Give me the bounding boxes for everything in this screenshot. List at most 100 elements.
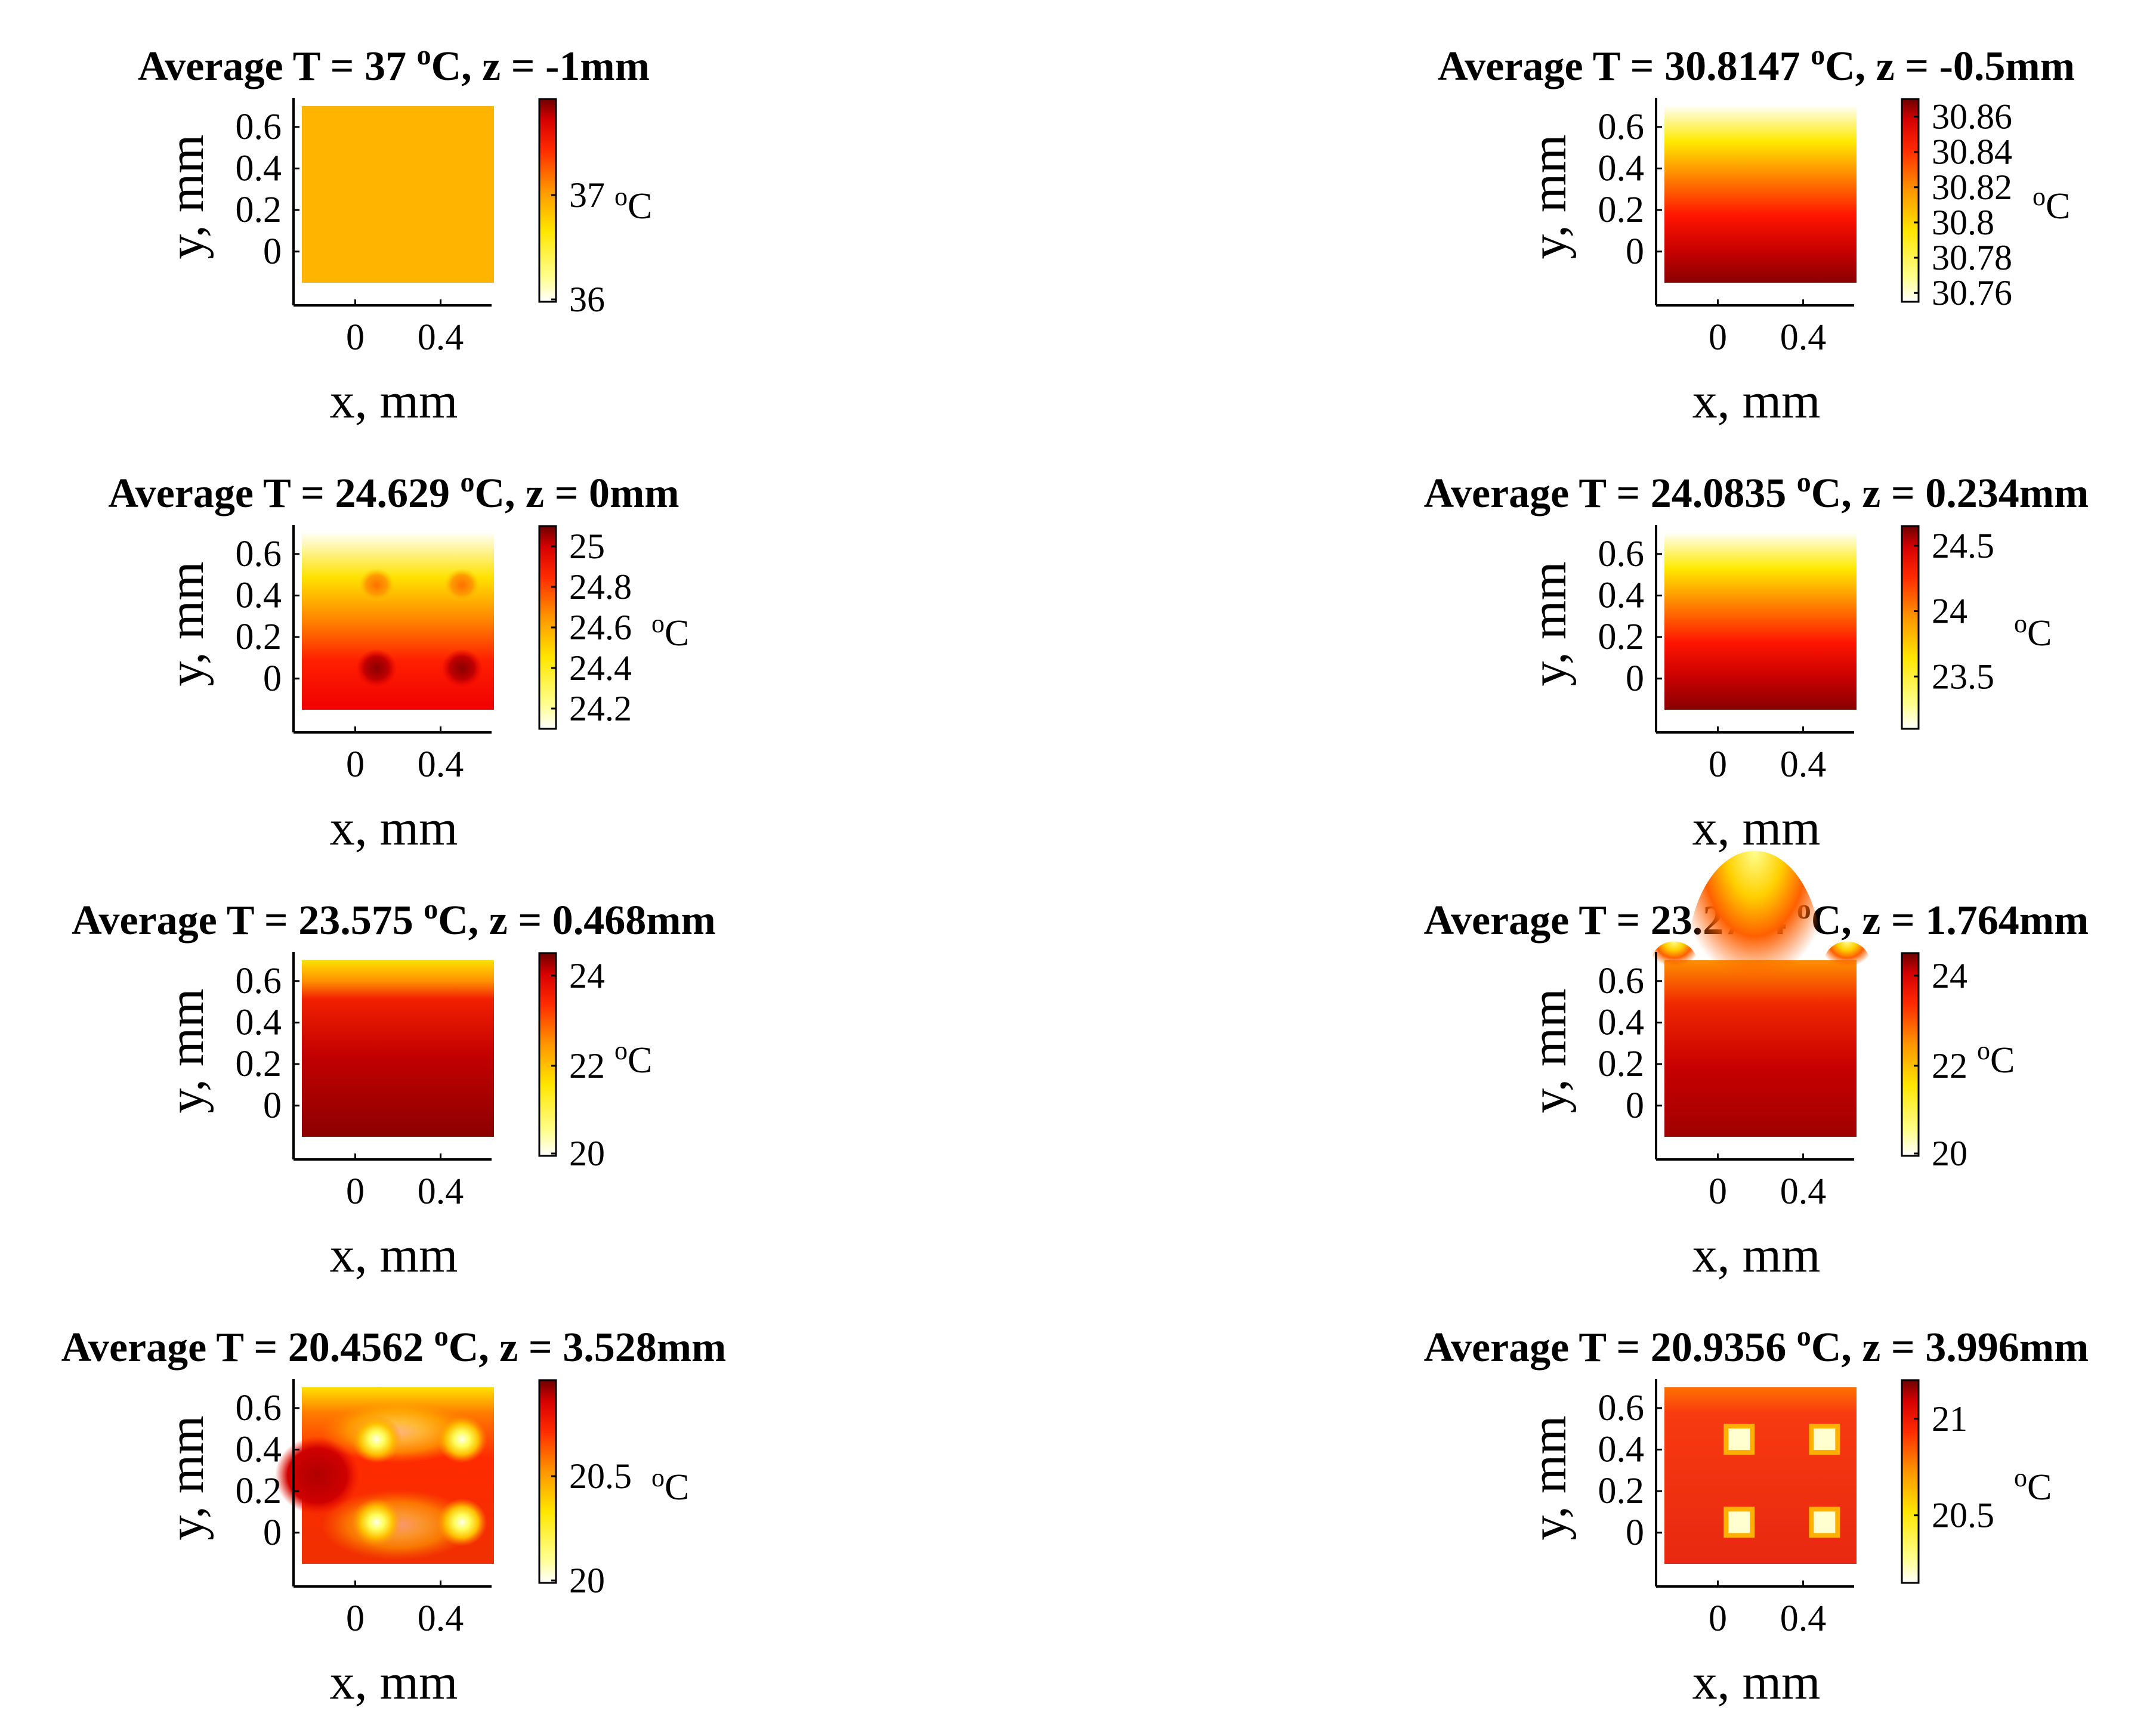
hotspot (444, 568, 480, 602)
unit-degree: o (2033, 182, 2046, 211)
title-average: Average T = 24.0835 (1424, 471, 1797, 516)
y-tick-label: 0.2 (1598, 190, 1645, 230)
colorbar-unit: oC (2033, 182, 2070, 227)
y-axis-label: y, mm (1521, 561, 1577, 686)
y-tick-label: 0.6 (236, 1388, 282, 1428)
title-average: Average T = 30.8147 (1438, 44, 1811, 89)
y-axis-label: y, mm (159, 134, 214, 259)
heatmap-field (1664, 533, 1857, 710)
y-tick-label: 0.4 (236, 1429, 282, 1470)
cold-spot (437, 1498, 487, 1547)
heatmap-field (1664, 106, 1857, 283)
colorbar-tick-label: 24 (1932, 592, 1967, 631)
title-average: Average T = 24.629 (108, 471, 460, 516)
v-dip-edge-left (1651, 941, 1697, 984)
hotspot (359, 568, 395, 602)
y-axis-label: y, mm (1521, 1415, 1577, 1540)
x-tick-label: 0 (346, 744, 365, 785)
v-dip-edge-right (1824, 941, 1870, 984)
colorbar-tick-label: 30.82 (1932, 168, 2012, 207)
panel-title: Average T = 30.8147 oC, z = -0.5mm (1438, 39, 2075, 89)
colorbar-tick-label: 23.5 (1932, 657, 1994, 696)
y-axis-label: y, mm (159, 988, 214, 1113)
cold-spot (351, 1498, 402, 1547)
y-tick-label: 0.6 (1598, 534, 1645, 574)
colorbar-tick-label: 20 (1932, 1134, 1967, 1173)
y-tick-label: 0.2 (236, 1044, 282, 1084)
unit-degree: o (614, 1036, 628, 1065)
y-tick-label: 0.2 (236, 190, 282, 230)
colorbar-tick-label: 30.8 (1932, 203, 1994, 242)
cold-square (1814, 1428, 1836, 1450)
panel-row2-right: Average T = 24.0835 oC, z = 0.234mm 0.6 0.… (1424, 466, 2089, 856)
cold-square (1814, 1511, 1836, 1533)
colorbar-tick-label: 22 (1932, 1046, 1967, 1085)
heatmap-field (302, 960, 494, 1137)
dark-region (274, 1436, 360, 1515)
x-tick-label: 0 (1709, 1598, 1727, 1639)
title-z: C, z = 3.528mm (449, 1325, 727, 1371)
y-tick-label: 0 (263, 231, 282, 272)
y-tick-label: 0 (263, 1513, 282, 1553)
y-tick-label: 0 (1626, 1085, 1644, 1126)
colorbar-tick-label: 30.78 (1932, 238, 2012, 277)
title-z: C, z = 3.996mm (1811, 1325, 2089, 1371)
y-tick-label: 0.6 (1598, 107, 1645, 147)
x-tick-label: 0.4 (1780, 744, 1827, 785)
y-tick-label: 0.4 (236, 575, 282, 616)
x-tick-label: 0 (1709, 744, 1727, 785)
unit-letter: C (665, 613, 689, 654)
colorbar (1901, 952, 1920, 1157)
colorbar (1901, 1379, 1920, 1584)
x-tick-label: 0.4 (418, 1171, 464, 1212)
cold-square (1728, 1428, 1750, 1450)
colorbar-unit: oC (1977, 1036, 2015, 1081)
cold-spot (437, 1415, 487, 1464)
y-tick-label: 0.6 (1598, 961, 1645, 1001)
panel-row3-right: Average T = 23.2754 oC, z = 1.764mm0.60.… (1424, 850, 2089, 1283)
colorbar (1901, 98, 1920, 303)
x-axis-label: x, mm (1692, 373, 1821, 429)
y-tick-label: 0.6 (236, 534, 282, 574)
x-axis-label: x, mm (1692, 800, 1821, 856)
x-tick-label: 0.4 (418, 317, 464, 358)
heatmap-field (302, 106, 494, 283)
colorbar (538, 952, 557, 1157)
panel-title: Average T = 23.575 oC, z = 0.468mm (72, 893, 716, 944)
colorbar (538, 98, 557, 303)
panel-title: Average T = 24.0835 oC, z = 0.234mm (1424, 466, 2089, 516)
colorbar-tick-label: 24 (1932, 956, 1967, 995)
v-dip-region (1687, 850, 1823, 1070)
colorbar-tick-label: 20 (569, 1134, 605, 1173)
x-tick-label: 0 (1709, 317, 1727, 358)
coldspot (441, 649, 483, 688)
colorbar-unit: oC (651, 1463, 689, 1508)
title-z: C, z = -0.5mm (1825, 44, 2075, 89)
panel-title: Average T = 37 oC, z = -1mm (138, 39, 650, 89)
colorbar-tick-label: 24.2 (569, 689, 632, 728)
x-axis-label: x, mm (330, 1654, 458, 1710)
title-degree: o (1811, 39, 1825, 71)
panel-row3-left: Average T = 23.575 oC, z = 0.468mm 0.6 0.4… (72, 893, 716, 1283)
title-degree: o (417, 39, 431, 71)
colorbar-tick-label: 21 (1932, 1399, 1967, 1439)
y-tick-label: 0 (1626, 658, 1644, 699)
unit-degree: o (1977, 1036, 1990, 1065)
y-tick-label: 0.6 (236, 961, 282, 1001)
cold-spot (351, 1415, 402, 1464)
title-average: Average T = 20.4562 (61, 1325, 434, 1371)
title-degree: o (1797, 1320, 1811, 1352)
panel-title: Average T = 24.629 oC, z = 0mm (108, 466, 679, 516)
y-tick-label: 0.6 (1598, 1388, 1645, 1428)
unit-degree: o (2014, 609, 2027, 638)
y-tick-label: 0 (1626, 231, 1644, 272)
unit-letter: C (628, 186, 652, 227)
y-tick-label: 0.2 (236, 617, 282, 657)
y-axis-label: y, mm (159, 561, 214, 686)
unit-letter: C (665, 1467, 689, 1508)
x-tick-label: 0.4 (418, 744, 464, 785)
coldspot (356, 649, 397, 688)
y-tick-label: 0 (263, 1085, 282, 1126)
unit-letter: C (2046, 186, 2070, 227)
